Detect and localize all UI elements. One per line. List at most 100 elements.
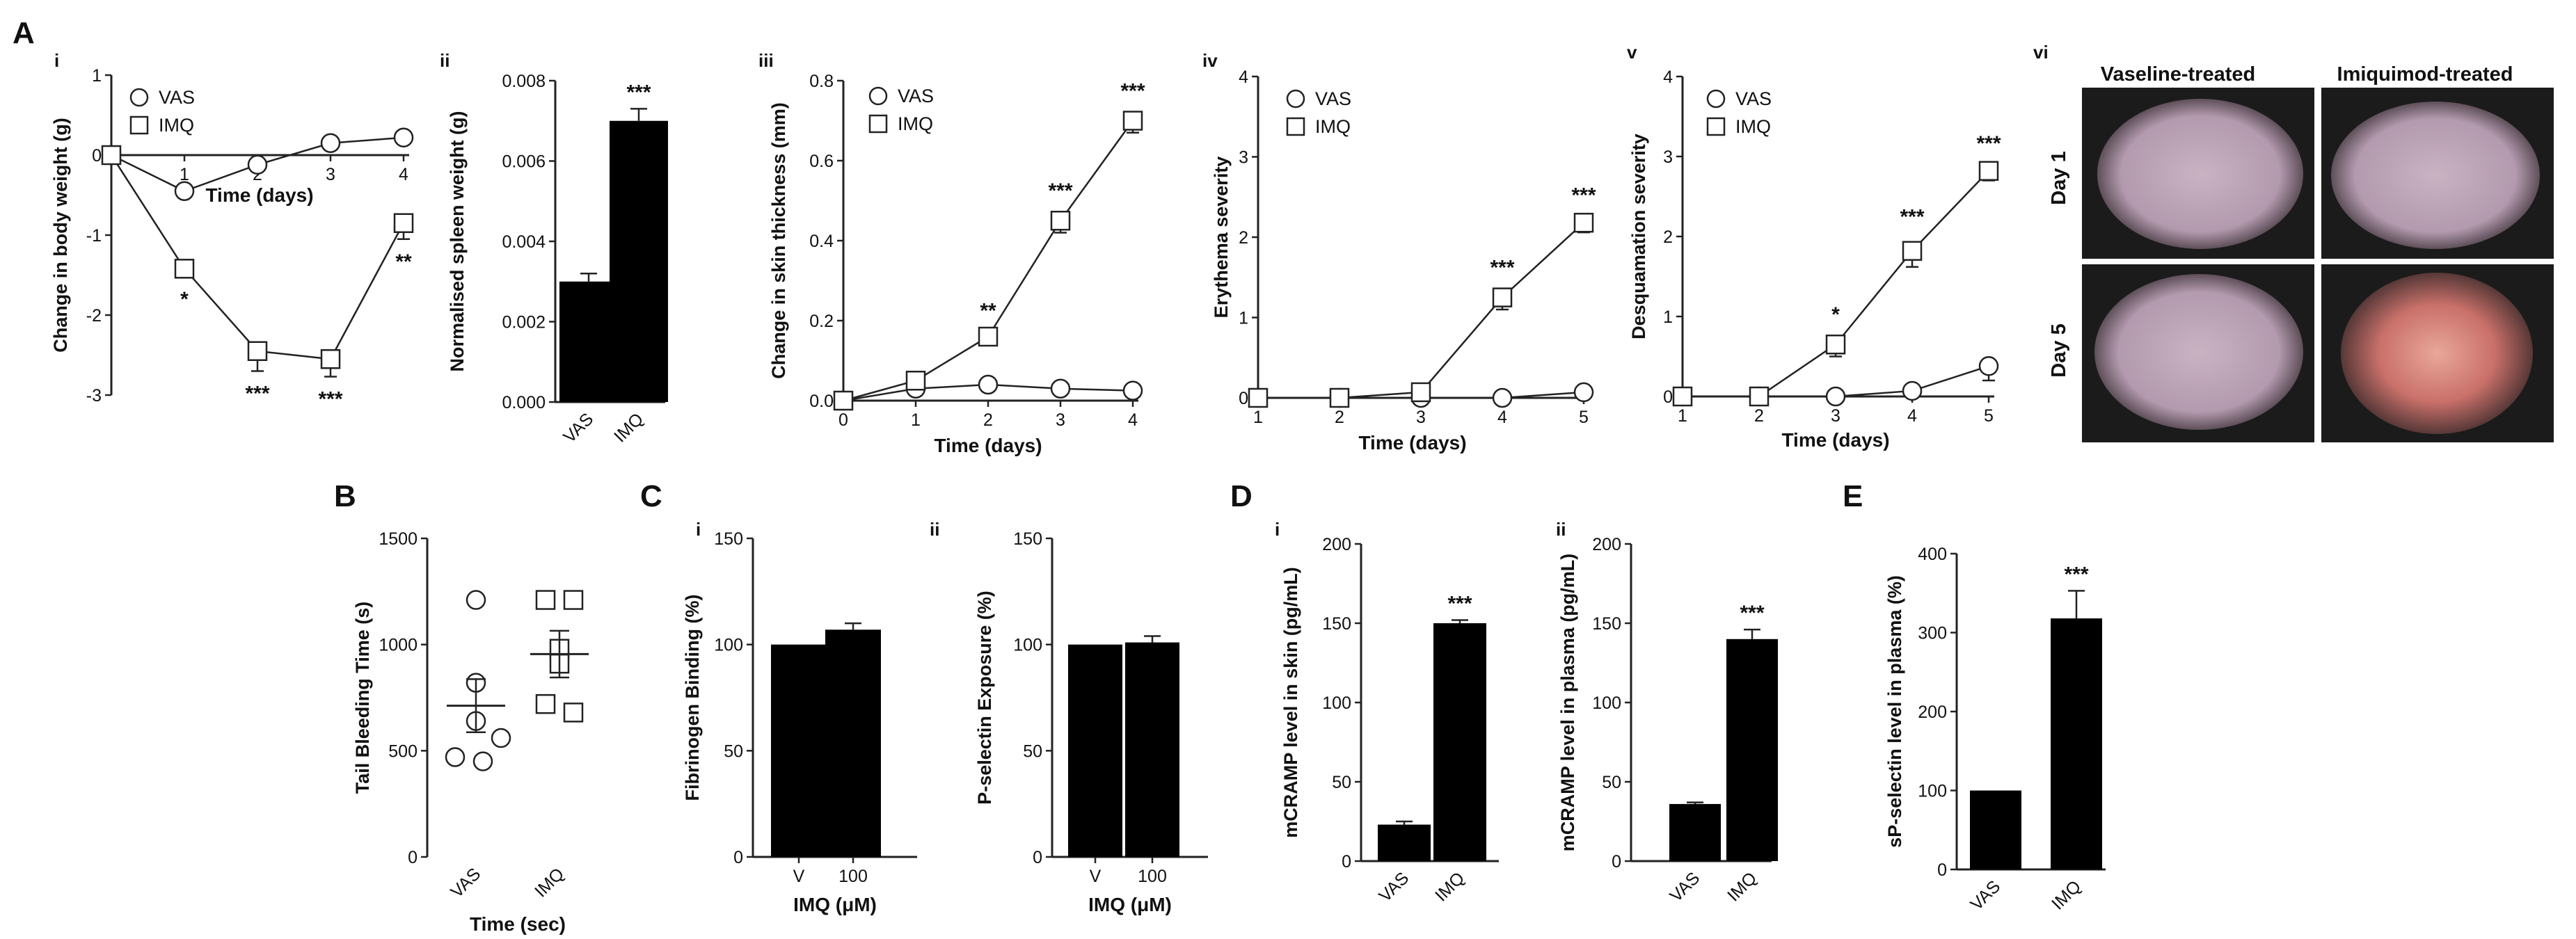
chart-a-iv-point-vas xyxy=(1492,387,1513,408)
photo-col-header-vaseline: Vaseline-treated xyxy=(2101,63,2255,86)
chart-d-i-bar-imq xyxy=(1433,623,1486,861)
chart-a-iv-legend-label-vas: VAS xyxy=(1315,88,1351,109)
chart-c-ii-y-tick-label: 150 xyxy=(1013,529,1042,549)
chart-a-iii-x-tick-label: 2 xyxy=(983,410,993,430)
chart-a-ii-y-tick-label: 0.008 xyxy=(502,72,546,91)
chart-a-v-legend-label-imq: IMQ xyxy=(1735,116,1771,137)
chart-c-ii-y-tick-label: 50 xyxy=(1023,741,1042,761)
chart-a-iii-legend-marker-vas xyxy=(868,86,888,106)
chart-a-iv-point-vas xyxy=(1573,382,1594,403)
chart-e-x-tick-label: IMQ xyxy=(2048,876,2085,913)
chart-b-point-vas xyxy=(445,747,466,767)
subpanel-label-a-iv: iv xyxy=(1202,50,1218,71)
chart-a-i-point-imq xyxy=(174,259,195,279)
chart-b-x-axis-label: Time (sec) xyxy=(470,913,566,935)
chart-c-ii-bar-100 xyxy=(1125,642,1179,857)
panel-letter-e: E xyxy=(1843,479,1863,513)
chart-a-v-x-tick-label: 2 xyxy=(1754,406,1764,426)
chart-b-y-tick-label: 0 xyxy=(408,848,418,867)
chart-b-x-tick-label: IMQ xyxy=(531,864,568,901)
panel-letter-c: C xyxy=(640,479,662,513)
photo-imiquimod-day1-skin xyxy=(2331,102,2540,249)
chart-a-v-y-tick-label: 3 xyxy=(1663,147,1673,167)
chart-c-ii: 0 50 100 150 P-selectin Exposure (%) V 100 IMQ … xyxy=(974,529,1208,915)
chart-e-y-tick-label: 400 xyxy=(1918,545,1947,564)
chart-b-y-axis-label: Tail Bleeding Time (s) xyxy=(352,602,373,794)
chart-a-v-point-imq xyxy=(1902,241,1923,261)
chart-b-y-tick-label: 1500 xyxy=(379,529,418,549)
chart-d-ii-y-tick-label: 0 xyxy=(1612,852,1621,872)
chart-a-iv-y-tick-label: 2 xyxy=(1239,228,1248,248)
photo-imiquimod-day5-skin xyxy=(2341,273,2533,434)
chart-a-iv-point-imq xyxy=(1248,387,1269,408)
chart-a-ii-y-tick-label: 0.006 xyxy=(502,152,546,172)
chart-a-v-y-tick-label: 1 xyxy=(1663,307,1673,327)
chart-c-i-y-tick-label: 0 xyxy=(733,848,743,867)
chart-a-i-y-axis-label: Change in body weight (g) xyxy=(50,118,71,352)
chart-a-i-point-vas xyxy=(393,127,414,147)
chart-a-iii-y-tick-label: 0.4 xyxy=(809,232,834,251)
panel-letter-a: A xyxy=(13,16,35,50)
chart-a-iii-x-tick-label: 0 xyxy=(838,410,848,430)
chart-a-iii-significance-label: ** xyxy=(980,300,996,323)
chart-a-i-significance-label: * xyxy=(180,288,189,311)
chart-a-i-point-imq xyxy=(247,341,268,361)
chart-a-ii-y-tick-label: 0.004 xyxy=(502,232,546,252)
chart-e-bar-vas xyxy=(1970,790,2021,869)
chart-d-ii-x-tick-label: IMQ xyxy=(1724,868,1760,905)
chart-d-i-x-tick-label: IMQ xyxy=(1431,868,1468,905)
chart-a-ii-bar-vas xyxy=(559,281,618,402)
chart-d-i-y-tick-label: 150 xyxy=(1322,614,1351,634)
chart-a-v-legend-marker-vas xyxy=(1706,89,1726,109)
subpanel-label-c-i: i xyxy=(696,519,701,540)
chart-a-iv-y-axis-label: Erythema severity xyxy=(1211,156,1232,319)
photo-vaseline-day1-skin xyxy=(2097,99,2303,249)
chart-e: 0 100 200 300 400 sP-selectin level in plasma… xyxy=(1884,545,2106,914)
chart-a-iii-point-imq xyxy=(1050,211,1071,231)
chart-d-i-x-tick-label: VAS xyxy=(1375,868,1413,906)
chart-c-ii-bar-v xyxy=(1068,644,1122,857)
chart-c-ii-y-axis-label: P-selectin Exposure (%) xyxy=(974,591,995,805)
chart-c-ii-y-tick-label: 100 xyxy=(1013,636,1042,655)
chart-a-iv-significance-label: *** xyxy=(1490,256,1514,279)
chart-a-iv-legend-label-imq: IMQ xyxy=(1315,116,1351,137)
chart-d-i-significance-label: *** xyxy=(1447,592,1472,615)
chart-a-iii-y-tick-label: 0.2 xyxy=(809,312,834,331)
chart-a-iii-y-tick-label: 0.8 xyxy=(809,72,834,91)
chart-a-v-significance-label: * xyxy=(1831,303,1840,326)
chart-a-iii-legend-marker-imq xyxy=(868,114,888,134)
chart-d-ii-y-axis-label: mCRAMP level in plasma (pg/mL) xyxy=(1557,554,1578,852)
chart-d-ii-bar-imq xyxy=(1726,639,1778,861)
chart-a-v-point-imq xyxy=(1749,386,1770,407)
chart-e-y-tick-label: 300 xyxy=(1918,624,1947,643)
chart-d-ii-significance-label: *** xyxy=(1740,602,1764,625)
chart-a-i-point-imq xyxy=(393,213,414,233)
chart-e-bar-imq xyxy=(2051,618,2102,869)
chart-a-i-point-vas xyxy=(174,181,195,201)
chart-b-y-tick-label: 500 xyxy=(388,741,418,761)
chart-a-ii-y-axis-label: Normalised spleen weight (g) xyxy=(447,111,468,371)
chart-d-i-bar-vas xyxy=(1378,824,1431,861)
chart-b-point-vas xyxy=(466,590,486,610)
chart-c-ii-x-tick-label: 100 xyxy=(1138,867,1167,886)
chart-c-i-bar-v xyxy=(771,644,827,857)
subpanel-label-a-ii: ii xyxy=(440,50,450,71)
chart-a-iv-point-imq xyxy=(1573,212,1594,233)
chart-d-ii-y-tick-label: 50 xyxy=(1602,773,1621,792)
chart-a-i-legend-label-imq: IMQ xyxy=(159,115,194,136)
chart-b-y-tick-label: 1000 xyxy=(379,636,418,655)
chart-e-significance-label: *** xyxy=(2064,563,2088,586)
chart-a-v-point-imq xyxy=(1672,386,1693,407)
chart-a-iv-x-tick-label: 4 xyxy=(1497,408,1507,427)
chart-a-iv-point-imq xyxy=(1410,382,1431,403)
chart-c-i-y-tick-label: 150 xyxy=(714,529,743,549)
chart-a-i-y-tick-label: -2 xyxy=(86,306,102,326)
chart-a-iii: 0.0 0.2 0.4 0.6 0.8 Change in skin thickness … xyxy=(768,72,1145,456)
chart-a-iv-x-tick-label: 1 xyxy=(1253,408,1263,427)
chart-a-iii-series-line-imq xyxy=(843,120,1134,402)
chart-d-i: 0 50 100 150 200 mCRAMP level in skin (pg/mL)… xyxy=(1280,535,1499,906)
chart-e-y-tick-label: 100 xyxy=(1918,782,1947,801)
chart-d-ii-bar-vas xyxy=(1669,803,1721,861)
